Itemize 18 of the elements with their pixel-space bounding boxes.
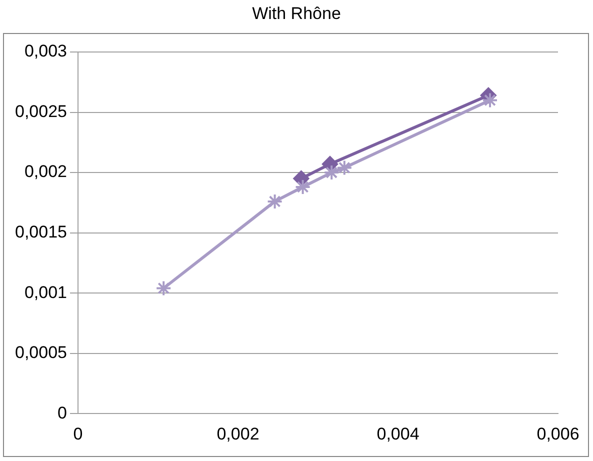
y-tick-label: 0 (58, 403, 67, 422)
y-tick-label: 0,001 (24, 282, 67, 302)
x-tick-label: 0,004 (376, 424, 420, 444)
y-tick-label: 0,0025 (14, 102, 67, 121)
y-tick-label: 0,0015 (14, 222, 67, 242)
x-tick-label: 0 (73, 424, 83, 444)
point (156, 280, 172, 296)
x-tick-label: 0,002 (216, 424, 260, 444)
x-tick-label: 0,006 (536, 424, 580, 444)
point (324, 164, 340, 181)
y-tick-label: 0,0005 (14, 343, 67, 362)
point (482, 92, 498, 108)
y-tick-label: 0,003 (24, 42, 67, 61)
point (336, 160, 352, 176)
y-tick-label: 0,002 (24, 162, 67, 182)
point (266, 193, 283, 210)
point (294, 179, 311, 195)
chart-title: With Rhône (251, 4, 342, 24)
